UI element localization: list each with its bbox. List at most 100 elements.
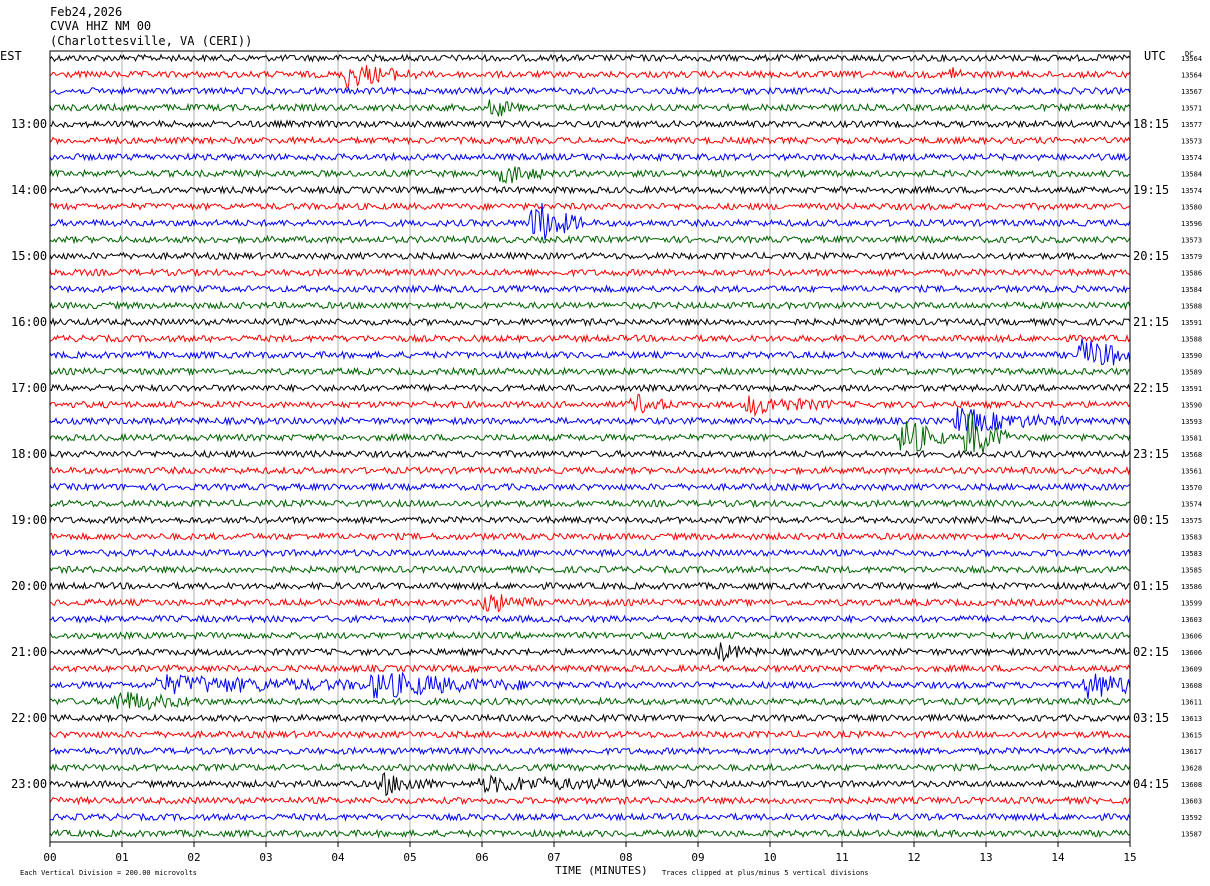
trace-line (49, 691, 1131, 711)
dc-offset-value: 13588 (1181, 336, 1202, 344)
dc-offset-value: 13564 (1181, 72, 1202, 80)
trace-line (49, 317, 1131, 327)
est-axis-label: EST (0, 49, 22, 63)
dc-offset-value: 13613 (1181, 715, 1202, 723)
dc-offset-value: 13568 (1181, 451, 1202, 459)
est-hour-label: 20:00 (11, 579, 47, 593)
dc-offset-value: 13573 (1181, 237, 1202, 245)
dc-offset-value: 13577 (1181, 121, 1202, 129)
est-hour-label: 17:00 (11, 381, 47, 395)
x-tick-label: 02 (187, 851, 200, 864)
trace-line (49, 812, 1131, 822)
dc-offset-value: 13581 (1181, 435, 1202, 443)
utc-hour-label: 21:15 (1133, 315, 1169, 329)
trace-line (49, 671, 1131, 699)
dc-offset-value: 13574 (1181, 187, 1202, 195)
utc-hour-label: 00:15 (1133, 513, 1169, 527)
utc-hour-label: 23:15 (1133, 447, 1169, 461)
trace-line (49, 746, 1131, 757)
dc-offset-value: 13599 (1181, 600, 1202, 608)
est-hour-label: 22:00 (11, 711, 47, 725)
trace-line (49, 594, 1131, 613)
trace-line (49, 828, 1131, 839)
trace-line (49, 581, 1131, 592)
x-tick-label: 06 (475, 851, 488, 864)
x-tick-label: 07 (547, 851, 560, 864)
trace-line (49, 514, 1131, 526)
dc-offset-value: 13575 (1181, 517, 1202, 525)
x-tick-label: 10 (763, 851, 776, 864)
dc-offset-value: 13603 (1181, 798, 1202, 806)
x-axis-title: TIME (MINUTES) (555, 864, 648, 877)
est-hour-label: 16:00 (11, 315, 47, 329)
est-hour-label: 21:00 (11, 645, 47, 659)
dc-offset-value: 13583 (1181, 550, 1202, 558)
dc-offset-value: 13608 (1181, 781, 1202, 789)
est-hour-label: 14:00 (11, 183, 47, 197)
x-tick-label: 12 (907, 851, 920, 864)
trace-line (49, 267, 1131, 278)
dc-offset-value: 13561 (1181, 468, 1202, 476)
dc-label: DC (1185, 50, 1193, 58)
trace-line (49, 135, 1131, 146)
trace-line (49, 448, 1131, 459)
est-hour-label: 13:00 (11, 117, 47, 131)
dc-offset-value: 13587 (1181, 831, 1202, 839)
x-tick-label: 04 (331, 851, 345, 864)
dc-offset-labels: 13564 13564 13567 13571 13577 13573 13574 13584… (1181, 55, 1202, 839)
trace-line (49, 65, 1131, 90)
utc-hour-label: 22:15 (1133, 381, 1169, 395)
trace-line (49, 393, 1131, 418)
x-tick-label: 14 (1051, 851, 1065, 864)
dc-offset-value: 13580 (1181, 204, 1202, 212)
x-tick-label: 05 (403, 851, 416, 864)
utc-hour-label: 04:15 (1133, 777, 1169, 791)
dc-offset-value: 13596 (1181, 220, 1202, 228)
x-tick-label: 00 (43, 851, 56, 864)
utc-hour-label: 20:15 (1133, 249, 1169, 263)
est-hour-label: 15:00 (11, 249, 47, 263)
trace-line (49, 333, 1131, 344)
trace-line (49, 630, 1131, 641)
trace-line (49, 729, 1131, 740)
dc-offset-value: 13588 (1181, 303, 1202, 311)
minute-gridlines (121, 51, 1059, 842)
dc-offset-value: 13606 (1181, 649, 1202, 657)
trace-line (49, 795, 1131, 806)
dc-offset-value: 13584 (1181, 286, 1202, 294)
dc-offset-value: 13567 (1181, 88, 1202, 96)
dc-offset-value: 13590 (1181, 402, 1202, 410)
x-tick-label: 15 (1123, 851, 1136, 864)
trace-line (49, 283, 1131, 294)
station-location: (Charlottesville, VA (CERI)) (50, 34, 252, 48)
trace-line (49, 151, 1131, 163)
x-tick-label: 11 (835, 851, 848, 864)
trace-line (49, 85, 1131, 96)
trace-line (49, 366, 1131, 377)
dc-offset-value: 13591 (1181, 319, 1202, 327)
dc-offset-value: 13608 (1181, 682, 1202, 690)
trace-line (49, 713, 1131, 724)
dc-offset-value: 13586 (1181, 270, 1202, 278)
trace-line (49, 407, 1131, 432)
dc-offset-value: 13585 (1181, 567, 1202, 575)
x-tick-label: 08 (619, 851, 632, 864)
footer-clip-note: Traces clipped at plus/minus 5 vertical … (662, 869, 869, 877)
trace-line (49, 413, 1131, 454)
x-tick-label: 09 (691, 851, 704, 864)
dc-offset-value: 13579 (1181, 253, 1202, 261)
trace-line (49, 300, 1131, 311)
trace-line (49, 498, 1131, 509)
dc-offset-value: 13571 (1181, 105, 1202, 113)
trace-line (49, 663, 1131, 674)
trace-line (49, 383, 1131, 393)
dc-offset-value: 13615 (1181, 732, 1202, 740)
est-hour-label: 19:00 (11, 513, 47, 527)
trace-line (49, 201, 1131, 212)
dc-offset-value: 13564 (1181, 55, 1202, 63)
x-axis-ticks: 00 01 02 03 04 05 06 07 08 09 10 11 12 13 14 15 (43, 842, 1137, 864)
utc-hour-label: 03:15 (1133, 711, 1169, 725)
trace-line (49, 614, 1131, 624)
station-code: CVVA HHZ NM 00 (50, 19, 151, 33)
